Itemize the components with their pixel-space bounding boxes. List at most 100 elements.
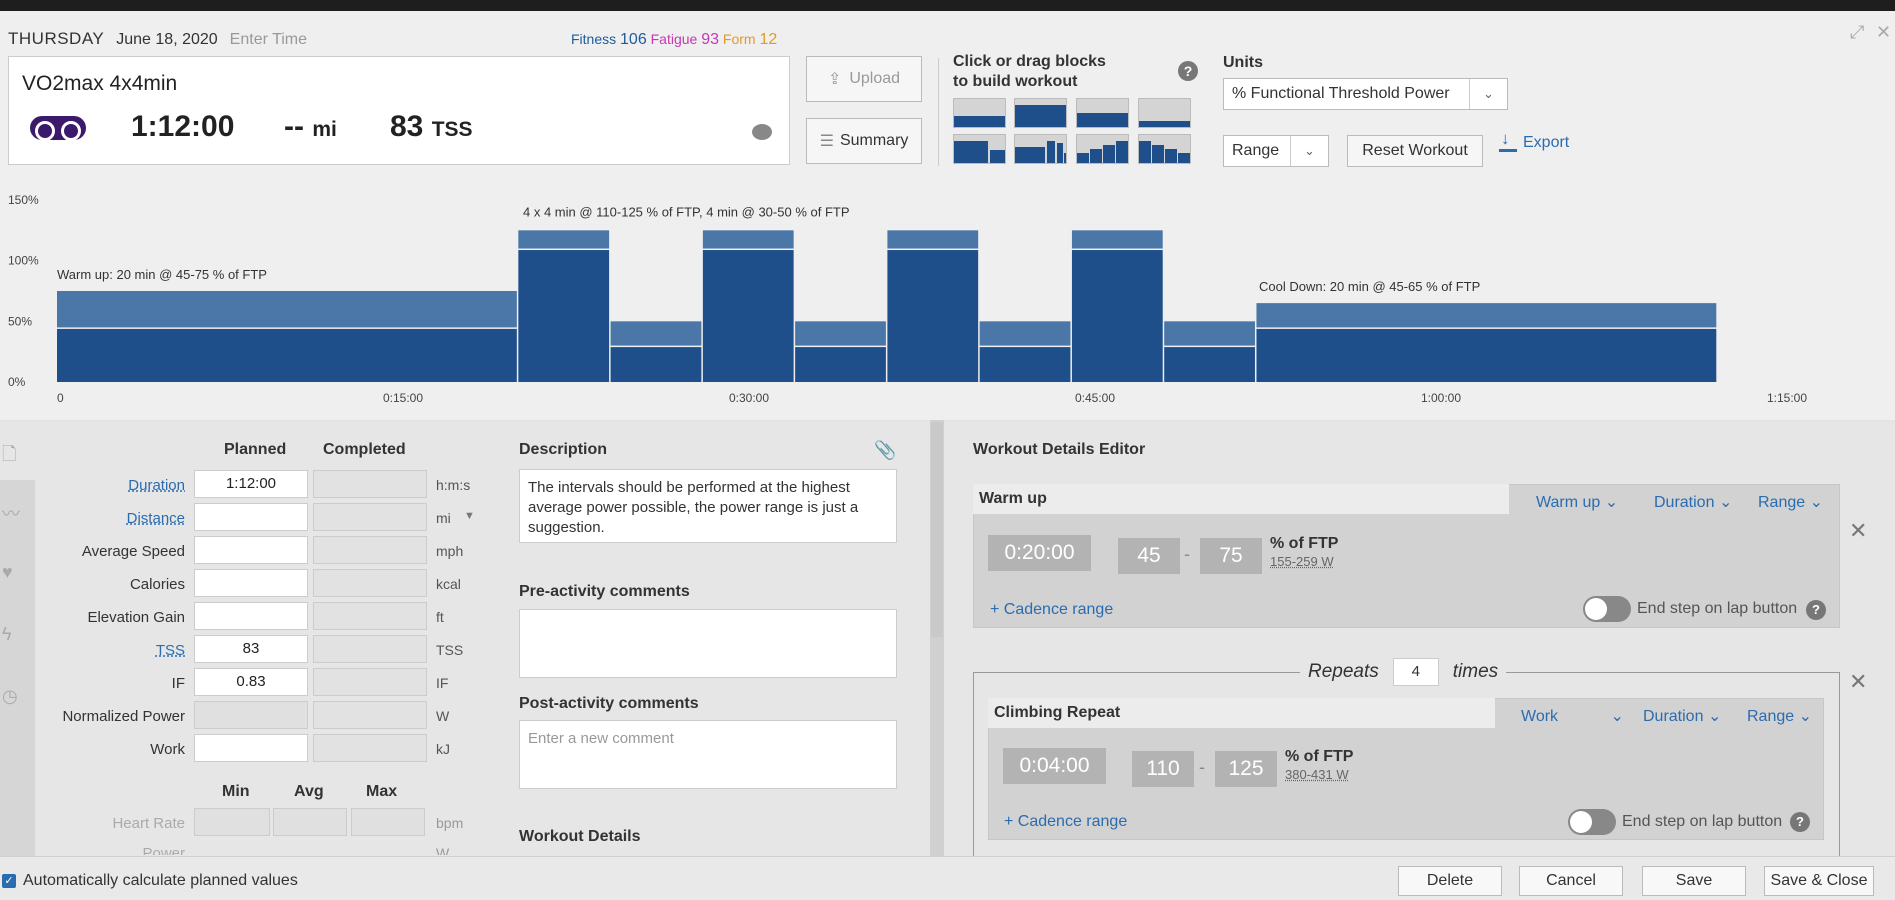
block-rest[interactable] (1076, 98, 1129, 128)
warmup-end-lap-toggle[interactable] (1583, 596, 1631, 622)
chart-step-bar[interactable] (795, 347, 886, 382)
warmup-low-input[interactable]: 45 (1118, 538, 1180, 574)
distance-completed-input[interactable] (313, 503, 427, 531)
auto-calc-checkbox[interactable]: ✓ (2, 874, 16, 888)
chart-step-bar[interactable] (610, 347, 702, 382)
average-speed-planned-input[interactable] (194, 536, 308, 564)
chart-step-bar[interactable] (979, 347, 1071, 382)
if-completed-input[interactable] (313, 668, 427, 696)
distance-planned-input[interactable] (194, 503, 308, 531)
chart-step-bar[interactable] (518, 250, 610, 382)
paperclip-icon[interactable]: 📎 (874, 440, 897, 460)
heart-icon[interactable]: ♥ (2, 562, 13, 582)
if-planned-input[interactable]: 0.83 (194, 668, 308, 696)
chart-step-range[interactable] (610, 321, 702, 346)
save-button[interactable]: Save (1642, 866, 1746, 896)
climbing-step-name[interactable]: Climbing Repeat (988, 698, 1495, 728)
chart-step-range[interactable] (1256, 303, 1717, 328)
help-icon[interactable]: ? (1790, 812, 1810, 832)
repeats-input[interactable]: 4 (1392, 658, 1439, 686)
scrollbar[interactable] (931, 422, 943, 637)
chart-step-range[interactable] (702, 230, 794, 249)
chart-line-icon[interactable]: 〰 (2, 504, 20, 524)
calories-planned-input[interactable] (194, 569, 308, 597)
distance-label[interactable]: Distance (126, 510, 185, 527)
unit-dropdown-icon[interactable]: ▼ (464, 510, 475, 522)
description-textarea[interactable]: The intervals should be performed at the… (519, 469, 897, 543)
help-icon[interactable]: ? (1178, 61, 1198, 81)
warmup-step-name[interactable]: Warm up (973, 484, 1509, 514)
post-activity-textarea[interactable]: Enter a new comment (519, 720, 897, 789)
chart-step-bar[interactable] (1164, 347, 1255, 382)
tss-planned-input[interactable]: 83 (194, 635, 308, 663)
duration-type-dropdown[interactable]: Duration ⌄ (1643, 706, 1721, 726)
chart-step-range[interactable] (887, 230, 979, 249)
target-type-dropdown[interactable]: Range ⌄ (1758, 492, 1823, 512)
reset-workout-button[interactable]: Reset Workout (1347, 135, 1483, 167)
tss-label[interactable]: TSS (155, 642, 185, 659)
climbing-low-input[interactable]: 110 (1132, 751, 1194, 787)
summary-button[interactable]: ☰ Summary (806, 118, 922, 164)
tss-completed-input[interactable] (313, 635, 427, 663)
upload-button[interactable]: ⇪ Upload (806, 56, 922, 102)
chart-step-bar[interactable] (1071, 250, 1163, 382)
export-button[interactable]: Export (1499, 129, 1569, 152)
pre-activity-textarea[interactable] (519, 609, 897, 678)
bolt-icon[interactable]: ϟ (2, 624, 12, 644)
block-ramp-down[interactable] (1138, 134, 1191, 164)
save-close-button[interactable]: Save & Close (1764, 866, 1874, 896)
elevation-gain-completed-input[interactable] (313, 602, 427, 630)
chart-step-range[interactable] (518, 230, 610, 249)
duration-label[interactable]: Duration (128, 477, 185, 494)
chart-step-bar[interactable] (1256, 328, 1717, 382)
elevation-gain-planned-input[interactable] (194, 602, 308, 630)
target-type-dropdown[interactable]: Range ⌄ (1747, 706, 1812, 726)
step-type-dropdown[interactable]: Warm up ⌄ (1536, 492, 1618, 512)
close-window-icon[interactable]: ✕ (1876, 22, 1892, 42)
delete-step-icon[interactable]: ✕ (1849, 518, 1868, 543)
duration-planned-input[interactable]: 1:12:00 (194, 470, 308, 498)
work-planned-input[interactable] (194, 734, 308, 762)
chart-step-bar[interactable] (887, 250, 979, 382)
warmup-time-input[interactable]: 0:20:00 (988, 535, 1091, 571)
climbing-high-input[interactable]: 125 (1215, 751, 1277, 787)
warmup-high-input[interactable]: 75 (1200, 538, 1262, 574)
range-select[interactable]: Range ⌄ (1223, 135, 1329, 167)
clock-icon[interactable]: ◷ (2, 686, 18, 706)
chart-step-range[interactable] (1164, 321, 1255, 346)
units-select[interactable]: % Functional Threshold Power ⌄ (1223, 78, 1508, 110)
warmup-cadence-link[interactable]: + Cadence range (990, 601, 1113, 619)
chart-step-range[interactable] (795, 321, 886, 346)
block-two-step[interactable] (953, 134, 1006, 164)
comment-icon[interactable] (752, 124, 772, 140)
chart-step-range[interactable] (57, 291, 517, 328)
chart-step-range[interactable] (1071, 230, 1163, 249)
climbing-time-input[interactable]: 0:04:00 (1003, 748, 1106, 784)
block-cooldown[interactable] (1138, 98, 1191, 128)
chart-step-bar[interactable] (702, 250, 794, 382)
document-icon[interactable]: 🗋 (2, 444, 17, 464)
help-icon[interactable]: ? (1806, 600, 1826, 620)
chart-step-bar[interactable] (57, 328, 517, 382)
duration-type-dropdown[interactable]: Duration ⌄ (1654, 492, 1732, 512)
workout-title[interactable]: VO2max 4x4min (22, 72, 178, 95)
average-speed-completed-input[interactable] (313, 536, 427, 564)
cancel-button[interactable]: Cancel (1519, 866, 1623, 896)
block-ramp-up[interactable] (1076, 134, 1129, 164)
normalized-power-completed-input[interactable] (313, 701, 427, 729)
climbing-cadence-link[interactable]: + Cadence range (1004, 813, 1127, 831)
block-warmup[interactable] (953, 98, 1006, 128)
climbing-end-lap-toggle[interactable] (1568, 809, 1616, 835)
delete-repeat-icon[interactable]: ✕ (1849, 669, 1868, 694)
duration-completed-input[interactable] (313, 470, 427, 498)
time-input[interactable]: Enter Time (229, 31, 308, 48)
block-three-step[interactable] (1014, 134, 1067, 164)
chart-step-range[interactable] (979, 321, 1071, 346)
step-type-dropdown[interactable]: Work ⌄ (1521, 706, 1624, 726)
block-active[interactable] (1014, 98, 1067, 128)
expand-icon[interactable]: ⤢ (1850, 22, 1865, 42)
calories-completed-input[interactable] (313, 569, 427, 597)
workout-date[interactable]: June 18, 2020 (116, 31, 218, 48)
work-completed-input[interactable] (313, 734, 427, 762)
workout-chart[interactable]: 150% 100% 50% 0% 0 0:15:00 0:30:00 0:45:00 1:00:… (0, 188, 1895, 413)
